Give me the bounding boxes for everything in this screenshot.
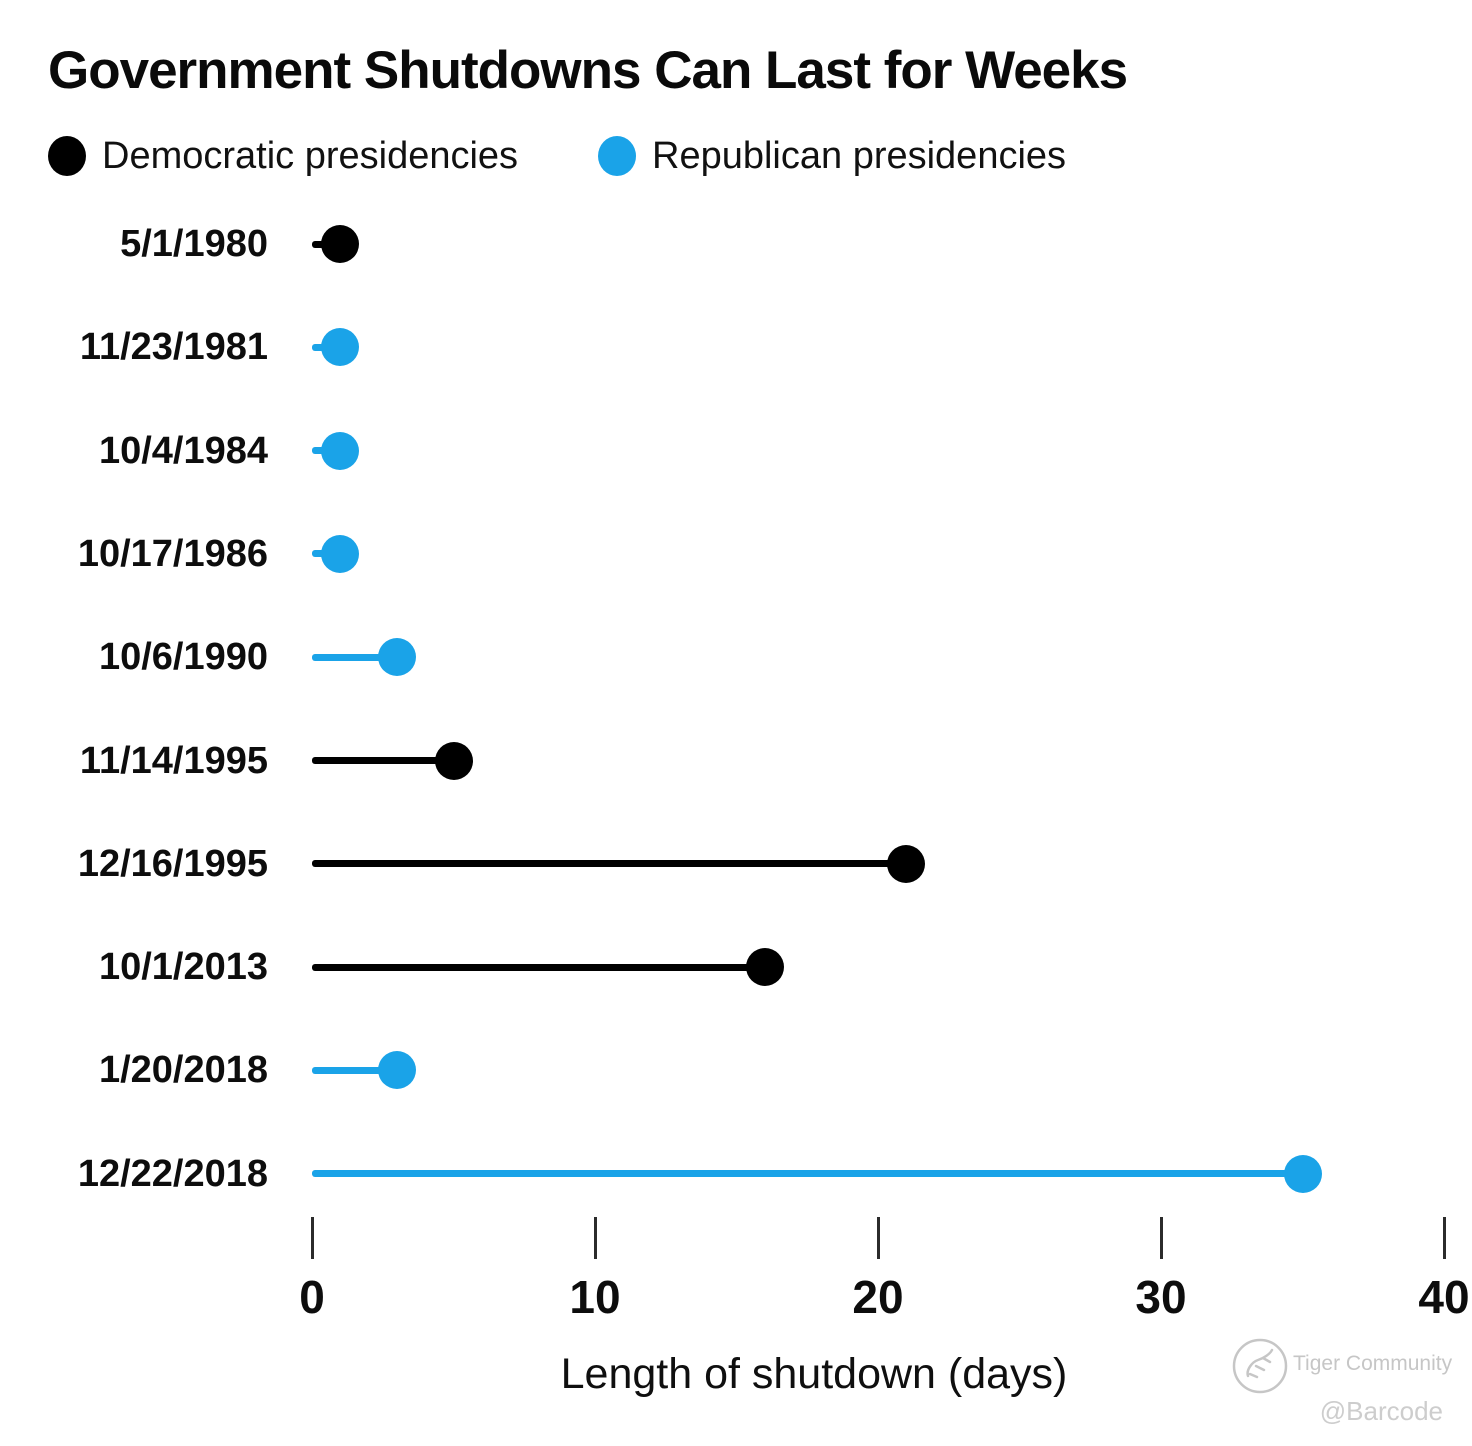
row-date-label: 10/6/1990	[98, 636, 268, 679]
lollipop-dot	[321, 534, 360, 573]
lollipop-dot	[434, 741, 473, 780]
watermark-handle-text: @Barcode	[1319, 1396, 1443, 1426]
lollipop-stem	[312, 757, 454, 764]
row-date-label: 11/23/1981	[79, 326, 268, 369]
lollipop-dot	[1283, 1154, 1322, 1193]
legend-dot-democratic-icon	[48, 136, 86, 176]
row-date-label: 10/1/2013	[98, 946, 268, 989]
lollipop-stem	[312, 963, 765, 971]
x-axis-title: Length of shutdown (days)	[560, 1350, 1068, 1398]
watermark-community-text: Tiger Community	[1293, 1352, 1453, 1375]
lollipop-dot	[321, 431, 360, 470]
legend: Democratic presidencies Republican presid…	[0, 133, 1472, 179]
lollipop-dot	[377, 1051, 416, 1090]
x-axis-tick-mark	[876, 1217, 880, 1259]
lollipop-dot	[321, 225, 360, 263]
lollipop-dot	[377, 638, 416, 677]
row-date-label: 11/14/1995	[79, 739, 268, 782]
legend-item-republican: Republican presidencies	[598, 133, 1066, 179]
row-date-label: 5/1/1980	[120, 223, 268, 265]
x-axis-tick-label: 40	[1418, 1271, 1470, 1323]
x-axis-tick-label: 10	[569, 1271, 621, 1323]
row-date-label: 1/20/2018	[98, 1049, 268, 1092]
x-axis-tick-mark	[593, 1217, 597, 1259]
lollipop-stem	[312, 653, 397, 661]
lollipop-stem	[312, 1066, 397, 1074]
x-axis-tick-label: 30	[1135, 1271, 1187, 1323]
row-date-label: 10/17/1986	[77, 532, 268, 575]
legend-label: Republican presidencies	[652, 134, 1067, 177]
lollipop-stem	[312, 860, 907, 868]
tiger-community-logo-icon	[1232, 1338, 1288, 1394]
row-date-label: 10/4/1984	[98, 429, 268, 472]
row-date-label: 12/16/1995	[77, 842, 268, 885]
x-axis-tick-label: 0	[299, 1271, 325, 1323]
x-axis-tick-mark	[1442, 1217, 1446, 1259]
lollipop-dot	[321, 328, 360, 367]
x-axis-tick-mark	[1159, 1217, 1163, 1259]
lollipop-dot	[887, 844, 926, 883]
lollipop-dot	[745, 948, 784, 987]
chart-title: Government Shutdowns Can Last for Weeks	[48, 41, 1128, 100]
x-axis-tick-mark	[310, 1217, 314, 1259]
x-axis-tick-label: 20	[852, 1271, 904, 1323]
legend-item-democratic: Democratic presidencies	[48, 133, 518, 179]
legend-dot-republican-icon	[598, 136, 636, 176]
lollipop-stem	[312, 1170, 1303, 1178]
legend-label: Democratic presidencies	[102, 134, 519, 177]
row-date-label: 12/22/2018	[77, 1152, 268, 1195]
